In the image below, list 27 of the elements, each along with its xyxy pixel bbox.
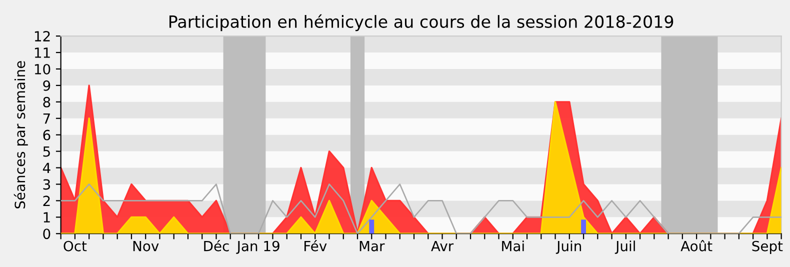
x-tick-label: Juin (556, 240, 582, 254)
y-tick-label: 7 (43, 114, 50, 124)
x-tick-label: Nov (133, 240, 159, 252)
x-tick-label: Oct (64, 240, 87, 252)
chart-title: Participation en hémicycle au cours de la session 2018-2019 (169, 14, 674, 32)
y-tick-label: 6 (43, 130, 50, 140)
x-tick-label: Déc (204, 240, 229, 252)
x-tick-label: Juil (614, 240, 635, 254)
y-tick-label: 8 (43, 96, 50, 108)
x-tick-label: Mai (502, 240, 524, 252)
x-tick-label: Avr (431, 240, 454, 252)
y-tick-label: 10 (34, 64, 50, 74)
y-tick-label: 12 (34, 31, 50, 42)
x-tick-label: Jan 19 (236, 240, 280, 254)
y-tick-label: 3 (43, 179, 50, 190)
y-tick-label: 2 (43, 196, 50, 206)
x-tick-label: Mar (360, 240, 385, 252)
y-tick-label: 4 (42, 162, 50, 174)
y-tick-label: 11 (34, 48, 50, 58)
y-tick-label: 9 (43, 80, 50, 91)
x-tick-label: Août (680, 240, 712, 252)
x-tick-label: Fév (304, 240, 327, 252)
y-tick-label: 1 (44, 212, 50, 222)
y-axis-title: Séances par semaine (14, 61, 28, 208)
x-tick-label: Sept (752, 240, 783, 254)
y-tick-label: 0 (43, 228, 50, 240)
y-tick-label: 5 (43, 146, 50, 157)
